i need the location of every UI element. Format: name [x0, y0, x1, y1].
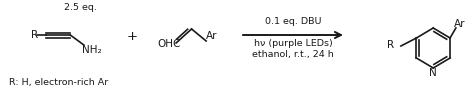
Text: R: R	[31, 30, 38, 40]
Text: R: R	[387, 40, 394, 50]
Text: ethanol, r.t., 24 h: ethanol, r.t., 24 h	[252, 49, 334, 59]
Text: Ar: Ar	[206, 31, 218, 41]
Text: Ar: Ar	[454, 19, 465, 29]
Text: hν (purple LEDs): hν (purple LEDs)	[254, 39, 332, 48]
Text: 2.5 eq.: 2.5 eq.	[64, 3, 96, 13]
Text: N: N	[429, 68, 437, 78]
Text: +: +	[127, 31, 138, 44]
Text: OHC: OHC	[158, 39, 181, 49]
Text: 0.1 eq. DBU: 0.1 eq. DBU	[265, 17, 321, 26]
Text: NH₂: NH₂	[82, 45, 101, 55]
Text: R: H, electron-rich Ar: R: H, electron-rich Ar	[9, 77, 108, 86]
